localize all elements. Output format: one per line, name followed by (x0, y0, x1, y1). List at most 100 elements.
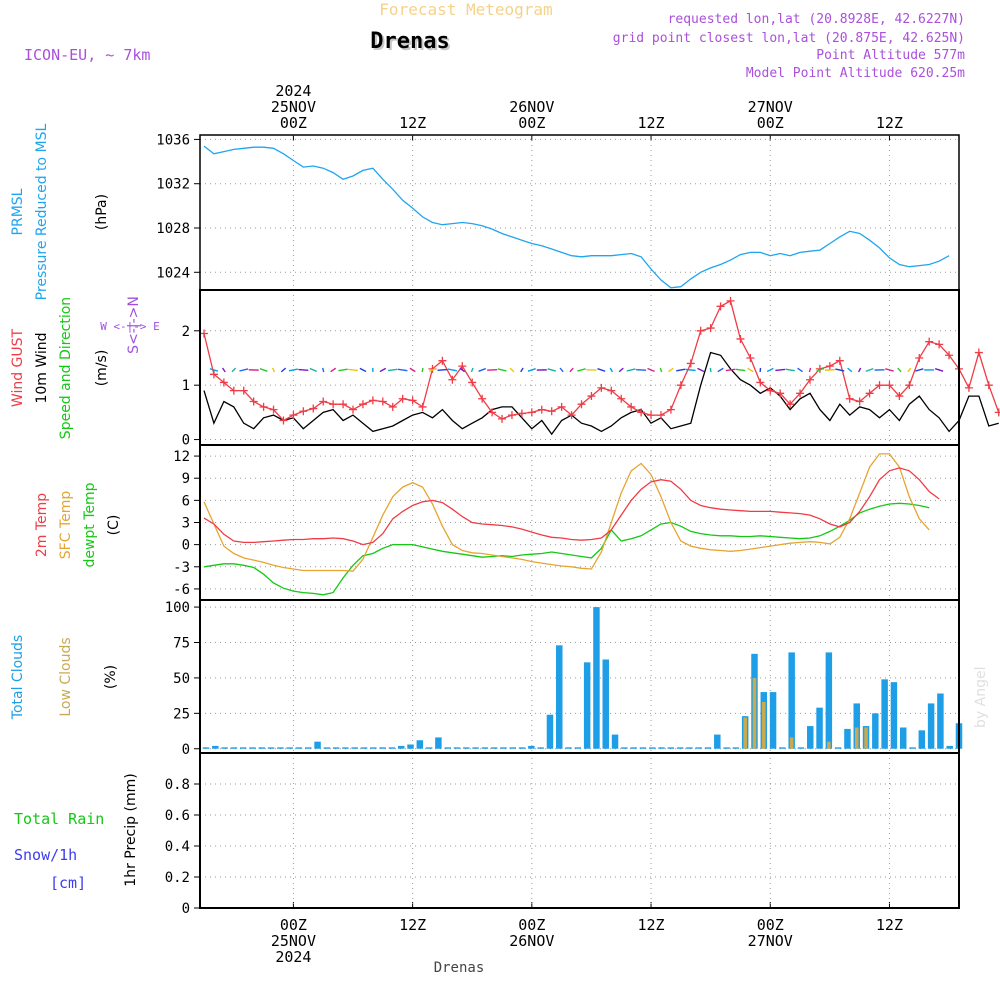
wind-direction-arrow (816, 367, 824, 373)
gust-marker (796, 389, 805, 398)
top-time-label: 12Z (876, 114, 903, 132)
bar-total-clouds (388, 747, 396, 749)
bar-total-clouds (323, 747, 331, 749)
wind-direction-arrow (520, 367, 524, 373)
bar-total-clouds (500, 747, 507, 749)
wind-direction-arrow (709, 367, 712, 373)
gust-marker (706, 324, 715, 333)
bar-total-clouds (779, 747, 786, 749)
bar-total-clouds (825, 652, 833, 749)
bar-total-clouds (890, 682, 898, 749)
series-2m-temp-line (203, 467, 940, 546)
series-prmsl-line (203, 145, 950, 289)
wind-direction-arrow (835, 368, 845, 372)
bar-total-clouds (769, 692, 777, 749)
wind-direction-arrow (209, 368, 219, 372)
bar-total-clouds (537, 747, 544, 749)
gust-marker (398, 394, 407, 403)
footer-location: Drenas (434, 960, 485, 976)
wind-direction-arrow (808, 367, 812, 373)
top-time-label: 12Z (637, 114, 664, 132)
wind-direction-arrow (597, 367, 606, 372)
wind-direction-arrow (915, 368, 924, 372)
wind-direction-arrow (747, 367, 754, 373)
gust-marker (229, 386, 238, 395)
panel-temperature: -6 -3 0 3 6 9 12 (173, 445, 959, 600)
ylabel-celsius: (C) (106, 515, 122, 536)
wind-direction-arrow (330, 367, 337, 373)
gust-marker (458, 362, 467, 371)
wind-direction-arrow (421, 367, 424, 373)
wind-direction-arrow (322, 367, 325, 373)
gust-marker (716, 302, 725, 311)
gust-marker (488, 408, 497, 417)
ylabel-2m-temp: 2m Temp (34, 493, 50, 557)
bar-total-clouds (370, 747, 377, 749)
bar-total-clouds (583, 662, 591, 749)
credit-watermark: by Angel (973, 667, 989, 728)
bottom-time-label: 00Z (518, 916, 545, 934)
bar-total-clouds (732, 747, 740, 749)
bar-total-clouds (667, 747, 675, 749)
gust-marker (597, 383, 606, 392)
panel-wind: 0 1 2 (182, 290, 1000, 449)
wind-direction-arrow (497, 368, 507, 372)
bar-total-clouds (314, 741, 321, 749)
wind-direction-arrow (298, 368, 309, 371)
gust-marker (925, 337, 934, 346)
wind-direction-arrow (647, 367, 655, 373)
gust-marker (875, 381, 884, 390)
location-title-shadow: Drenas (372, 31, 451, 56)
wind-direction-arrow (288, 368, 299, 372)
gust-marker (358, 400, 367, 409)
wind-direction-arrow (338, 368, 348, 372)
bar-total-clouds (286, 747, 293, 749)
bar-total-clouds (258, 747, 266, 749)
location-title: Drenas (370, 29, 449, 54)
model-altitude: Model Point Altitude 620.25m (746, 66, 965, 81)
ylabel-speed-direction: Speed and Direction (58, 297, 74, 439)
wind-direction-arrow (577, 368, 586, 372)
bar-total-clouds (816, 707, 823, 749)
bar-total-clouds (221, 747, 228, 749)
bar-total-clouds (379, 747, 386, 749)
bar-total-clouds (844, 728, 851, 749)
ylabel-total-clouds: Total Clouds (10, 635, 26, 720)
wind-direction-arrow (231, 367, 237, 373)
bar-total-clouds (937, 693, 944, 749)
ylabel-percent: (%) (103, 665, 119, 689)
gust-marker (299, 407, 308, 416)
gust-marker (408, 396, 417, 405)
ylabel-low-clouds: Low Clouds (58, 637, 74, 716)
bar-total-clouds (611, 734, 619, 749)
wind-direction-arrow (447, 368, 458, 372)
gust-marker (637, 408, 646, 417)
wind-direction-arrow (775, 368, 786, 372)
bar-low-clouds (743, 717, 747, 749)
bar-total-clouds (518, 747, 526, 749)
panel-frame (199, 134, 960, 291)
wind-direction-arrow (717, 367, 724, 373)
wind-direction-arrow (437, 368, 448, 372)
bar-total-clouds (351, 747, 358, 749)
gust-marker (865, 389, 874, 398)
ytick-label-precip-2: 0.4 (165, 839, 190, 855)
wind-direction-arrow (459, 367, 466, 373)
bottom-time-label: 12Z (399, 916, 426, 934)
gust-marker (825, 362, 834, 371)
bar-total-clouds (239, 747, 247, 749)
bar-total-clouds (714, 734, 721, 749)
gust-marker (885, 381, 894, 390)
bar-total-clouds (472, 747, 479, 749)
wind-direction-arrow (766, 367, 774, 373)
bar-total-clouds (853, 703, 860, 749)
ytick-label-precip-4: 0.8 (165, 777, 190, 793)
gust-marker (557, 402, 566, 411)
top-time-label: 2024 (275, 82, 311, 100)
gust-marker (974, 348, 983, 357)
wind-direction-arrow (697, 367, 705, 373)
gust-marker (309, 404, 318, 413)
bottom-time-label: 00Z (280, 916, 307, 934)
gust-marker (517, 409, 526, 418)
